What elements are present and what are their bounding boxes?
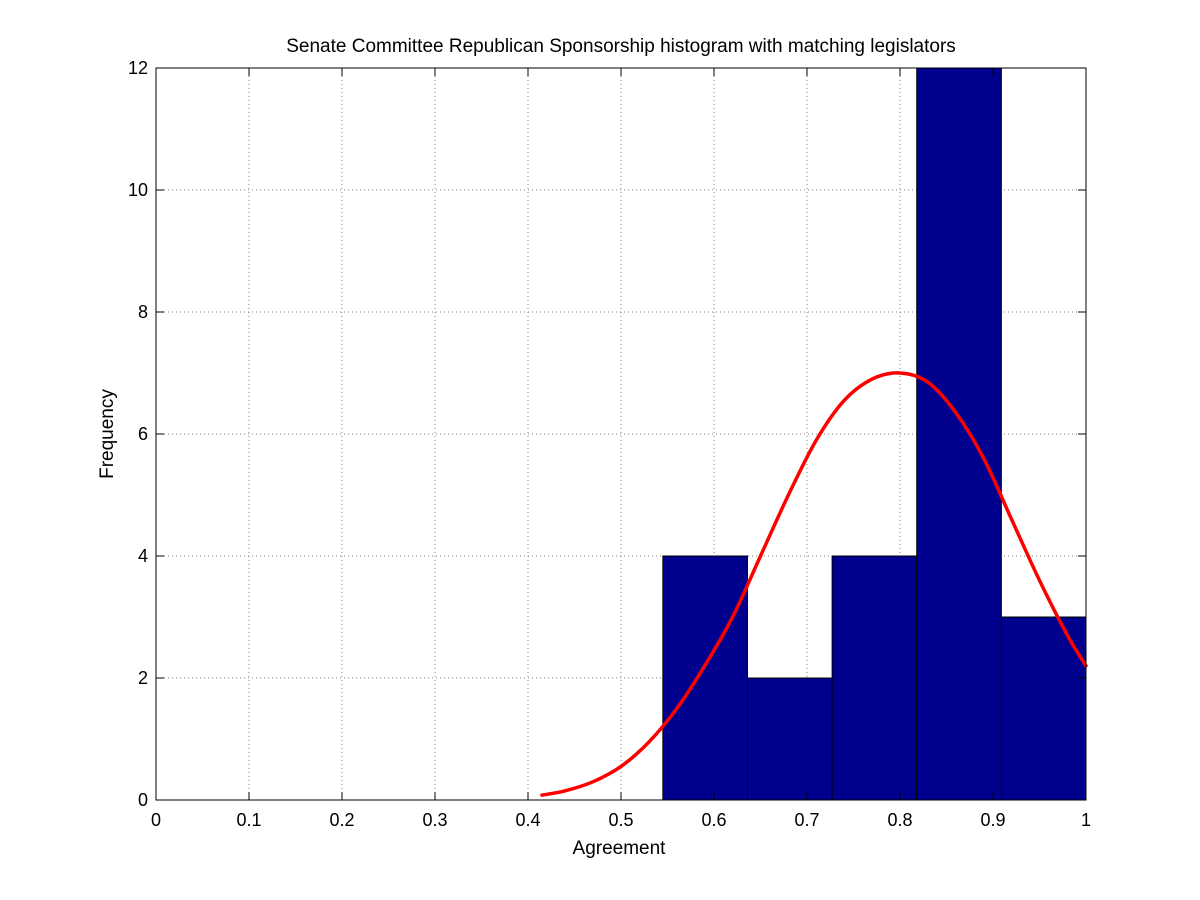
fit-curve-line	[540, 371, 1088, 797]
x-axis-label: Agreement	[573, 838, 667, 859]
y-axis-label: Frequency	[97, 389, 118, 479]
histogram-bar	[831, 555, 918, 801]
fit-curve	[540, 371, 1088, 797]
x-tick-labels: 0 0.1 0.2 0.3 0.4 0.5 0.6 0.7 0.8 0.9 1	[151, 810, 1091, 830]
axis-ticks	[155, 67, 1087, 801]
y-tick-label: 8	[138, 302, 148, 322]
x-tick-label: 0.2	[329, 810, 354, 830]
y-tick-label: 6	[138, 424, 148, 444]
y-tick-label: 10	[128, 180, 148, 200]
x-tick-label: 0.4	[515, 810, 540, 830]
x-tick-label: 0.8	[887, 810, 912, 830]
histogram-bar	[662, 555, 748, 801]
histogram-bar	[746, 677, 833, 801]
x-tick-label: 0.6	[701, 810, 726, 830]
grid	[156, 68, 1086, 800]
x-tick-label: 1	[1081, 810, 1091, 830]
histogram-bar	[916, 67, 1002, 801]
x-tick-label: 0	[151, 810, 161, 830]
histogram-bars	[662, 67, 1087, 801]
x-tick-label: 0.1	[236, 810, 261, 830]
x-tick-label: 0.5	[608, 810, 633, 830]
y-tick-labels: 0 2 4 6 8 10 12	[128, 58, 148, 810]
y-tick-label: 0	[138, 790, 148, 810]
chart-title: Senate Committee Republican Sponsorship …	[286, 36, 956, 57]
x-tick-label: 0.9	[980, 810, 1005, 830]
y-tick-label: 4	[138, 546, 148, 566]
y-tick-label: 12	[128, 58, 148, 78]
y-tick-label: 2	[138, 668, 148, 688]
x-tick-label: 0.7	[794, 810, 819, 830]
x-tick-label: 0.3	[422, 810, 447, 830]
